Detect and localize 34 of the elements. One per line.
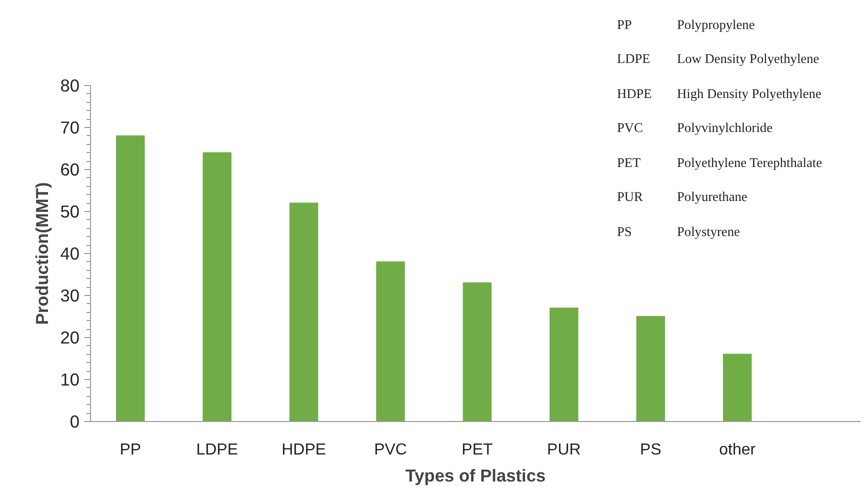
y-axis-title: Production(MMT) [32, 182, 52, 325]
y-tick-label: 60 [60, 160, 80, 180]
y-tick-label: 10 [60, 370, 80, 390]
y-tick-label: 70 [60, 118, 80, 138]
x-tick-label: HDPE [282, 442, 326, 458]
bar [722, 354, 752, 422]
bar [636, 316, 666, 422]
x-tick-label: PS [640, 442, 662, 458]
y-tick-label: 80 [60, 76, 80, 96]
x-tick-label: PET [462, 442, 494, 458]
bar [289, 202, 318, 422]
text: PVC Polyvinylchloride [617, 120, 773, 136]
text: PS Polystyrene [617, 224, 740, 239]
x-tick-label: PUR [547, 442, 581, 458]
x-tick-label: PVC [374, 442, 407, 458]
y-tick-label: 50 [60, 202, 80, 222]
y-tick-label: 20 [60, 328, 80, 348]
bar [116, 135, 145, 422]
text: PUR Polyurethane [617, 189, 748, 204]
text: LDPE Low Density Polyethylene [617, 51, 820, 66]
x-axis-title: Types of Plastics [405, 466, 546, 486]
bar [550, 308, 578, 422]
y-tick-label: 0 [70, 412, 80, 432]
y-tick-label: 30 [60, 286, 80, 306]
x-tick-label: LDPE [196, 442, 238, 458]
text: PP Polypropylene [617, 16, 755, 32]
bar [202, 152, 232, 422]
text: HDPE High Density Polyethylene [617, 86, 822, 101]
bar [462, 282, 492, 422]
bar [376, 261, 405, 422]
x-tick-label: PP [120, 442, 142, 458]
x-tick-label: other [719, 442, 756, 458]
y-tick-label: 40 [60, 244, 80, 264]
text: PET Polyethylene Terephthalate [617, 154, 822, 170]
